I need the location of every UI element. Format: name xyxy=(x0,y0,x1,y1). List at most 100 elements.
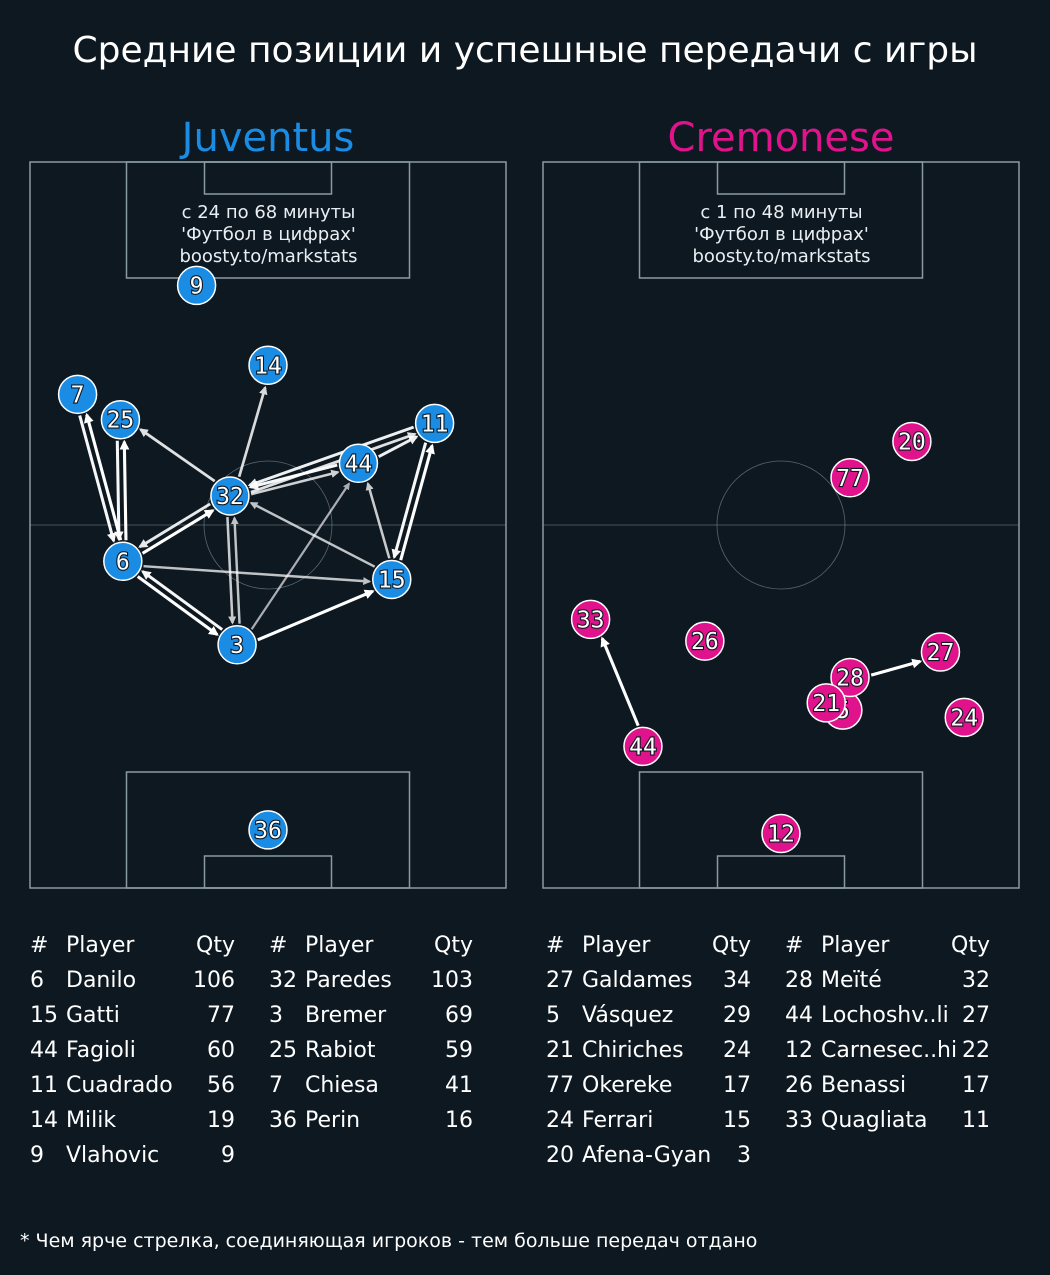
pitch-markings xyxy=(29,161,507,889)
header-num: # xyxy=(546,933,565,958)
player-circle xyxy=(372,559,412,600)
player-num: 44 xyxy=(785,1003,813,1028)
player-marker-20: 20 xyxy=(892,421,932,462)
player-circle xyxy=(685,621,725,661)
player-num: 11 xyxy=(30,1073,58,1098)
pass-qty: 69 xyxy=(445,1003,473,1028)
player-marker-27: 27 xyxy=(920,632,961,672)
table-row: 9 Vlahovic 9 xyxy=(30,1138,235,1173)
player-name: Fagioli xyxy=(66,1038,136,1063)
pass-qty: 17 xyxy=(962,1073,990,1098)
pass-arrow xyxy=(226,517,237,625)
player-number: 26 xyxy=(691,629,719,655)
header-player: Player xyxy=(305,933,374,958)
player-number: 44 xyxy=(629,734,657,760)
player-name: Milik xyxy=(66,1108,117,1133)
player-circle xyxy=(338,443,379,484)
player-name: Bremer xyxy=(305,1003,387,1028)
player-circle xyxy=(176,265,217,306)
player-marker-32: 32 xyxy=(210,476,250,516)
pass-arrow xyxy=(141,509,215,555)
pass-qty: 22 xyxy=(962,1038,990,1063)
player-name: Chiriches xyxy=(582,1038,684,1063)
pass-arrow xyxy=(377,435,419,458)
player-num: 25 xyxy=(269,1038,297,1063)
player-num: 5 xyxy=(546,1003,560,1028)
player-marker-6: 6 xyxy=(103,541,143,582)
center-circle xyxy=(203,460,333,590)
player-name: Afena-Gyan xyxy=(582,1143,712,1168)
player-number: 25 xyxy=(107,408,135,434)
pass-arrow xyxy=(139,428,216,483)
table-row: 26 Benassi 17 xyxy=(785,1068,990,1103)
info-cremonese: с 1 по 48 минуты 'Футбол в цифрах' boost… xyxy=(640,202,923,268)
player-name: Meïté xyxy=(821,968,882,993)
player-marker-36: 36 xyxy=(248,810,288,850)
player-num: 9 xyxy=(30,1143,44,1168)
pass-qty: 77 xyxy=(207,1003,235,1028)
player-circle xyxy=(57,374,98,415)
player-circle xyxy=(570,599,611,640)
chart-title: Средние позиции и успешные передачи с иг… xyxy=(72,30,978,71)
pass-arrow xyxy=(237,385,268,478)
pitch-cremonese: 207733262752821244412 xyxy=(542,161,1020,889)
table-row: 33 Quagliata 11 xyxy=(785,1103,990,1138)
pitch-juventus: 9 14 7 25 11 44 32 6 15 3 36 xyxy=(29,161,507,889)
table-row: 15 Gatti 77 xyxy=(30,998,235,1033)
table-row: 3 Bremer 69 xyxy=(269,998,473,1033)
player-name: Danilo xyxy=(66,968,137,993)
player-circle xyxy=(892,421,932,462)
table-row: 36 Perin 16 xyxy=(269,1103,473,1138)
pitch-markings xyxy=(542,161,1020,889)
player-name: Galdames xyxy=(582,968,693,993)
player-number: 77 xyxy=(836,466,864,492)
player-name: Perin xyxy=(305,1108,361,1133)
player-num: 77 xyxy=(546,1073,574,1098)
player-name: Benassi xyxy=(821,1073,907,1098)
pass-arrow xyxy=(141,570,224,631)
player-number: 24 xyxy=(950,705,978,731)
pass-arrows xyxy=(600,636,923,727)
table-row: 28 Meïté 32 xyxy=(785,963,990,998)
table-row: 5 Vásquez 29 xyxy=(546,998,751,1033)
player-number: 9 xyxy=(190,273,204,299)
player-marker-11: 11 xyxy=(414,403,455,444)
header-player: Player xyxy=(821,933,890,958)
pass-arrow xyxy=(600,636,640,727)
pass-arrow xyxy=(248,463,338,490)
player-num: 24 xyxy=(546,1108,574,1133)
source-label: 'Футбол в цифрах' xyxy=(694,224,869,245)
player-circle xyxy=(100,399,141,440)
table-header: # Player Qty xyxy=(785,928,990,963)
player-num: 36 xyxy=(269,1108,297,1133)
player-marker-21: 21 xyxy=(806,683,846,723)
player-circle xyxy=(414,403,455,444)
player-num: 6 xyxy=(30,968,44,993)
table-row: 6 Danilo 106 xyxy=(30,963,235,998)
player-num: 7 xyxy=(269,1073,283,1098)
player-circle xyxy=(830,458,870,498)
table-row: 20 Afena-Gyan 3 xyxy=(546,1138,751,1173)
link-label: boosty.to/markstats xyxy=(692,246,871,267)
header-num: # xyxy=(30,933,49,958)
player-circle xyxy=(830,657,870,698)
pass-arrow xyxy=(257,589,375,642)
player-num: 44 xyxy=(30,1038,58,1063)
player-marker-44: 44 xyxy=(338,443,379,484)
table-row: 21 Chiriches 24 xyxy=(546,1033,751,1068)
pass-arrow xyxy=(230,516,241,624)
pass-arrow xyxy=(250,482,351,630)
pass-arrows xyxy=(78,385,435,642)
player-num: 15 xyxy=(30,1003,58,1028)
player-circle xyxy=(217,625,257,665)
player-num: 27 xyxy=(546,968,574,993)
table-header: # Player Qty xyxy=(30,928,235,963)
footnote: * Чем ярче стрелка, соединяющая игроков … xyxy=(20,1230,758,1252)
player-name: Paredes xyxy=(305,968,392,993)
goal-box-bottom xyxy=(203,855,333,889)
link-label: boosty.to/markstats xyxy=(179,246,358,267)
header-qty: Qty xyxy=(712,933,751,958)
player-number: 32 xyxy=(216,484,244,510)
pass-qty: 3 xyxy=(737,1143,751,1168)
header-player: Player xyxy=(582,933,651,958)
